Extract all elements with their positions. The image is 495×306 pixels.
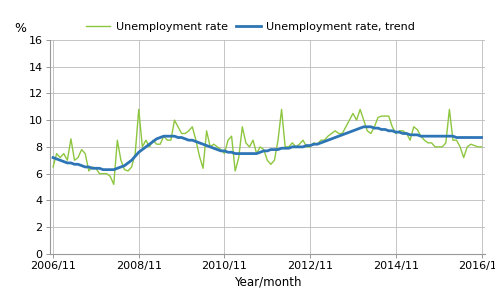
Unemployment rate, trend (361, 125, 367, 129)
Unemployment rate (136, 108, 142, 111)
Unemployment rate, trend (93, 166, 99, 170)
X-axis label: Year/month: Year/month (234, 275, 301, 288)
Unemployment rate (457, 145, 463, 149)
Unemployment rate, trend (457, 136, 463, 139)
Unemployment rate (157, 142, 163, 146)
Unemployment rate (325, 134, 331, 138)
Unemployment rate, trend (479, 136, 485, 139)
Text: %: % (15, 23, 27, 35)
Unemployment rate (111, 182, 117, 186)
Unemployment rate (479, 145, 485, 149)
Unemployment rate, trend (50, 156, 56, 159)
Unemployment rate, trend (343, 132, 349, 135)
Line: Unemployment rate: Unemployment rate (53, 110, 482, 184)
Unemployment rate, trend (321, 140, 327, 143)
Unemployment rate (50, 165, 56, 169)
Unemployment rate (240, 125, 246, 129)
Unemployment rate, trend (153, 137, 159, 141)
Line: Unemployment rate, trend: Unemployment rate, trend (53, 127, 482, 170)
Unemployment rate, trend (236, 152, 242, 155)
Unemployment rate, trend (100, 168, 106, 171)
Legend: Unemployment rate, Unemployment rate, trend: Unemployment rate, Unemployment rate, tr… (86, 22, 415, 32)
Unemployment rate (346, 118, 352, 122)
Unemployment rate (93, 166, 99, 170)
